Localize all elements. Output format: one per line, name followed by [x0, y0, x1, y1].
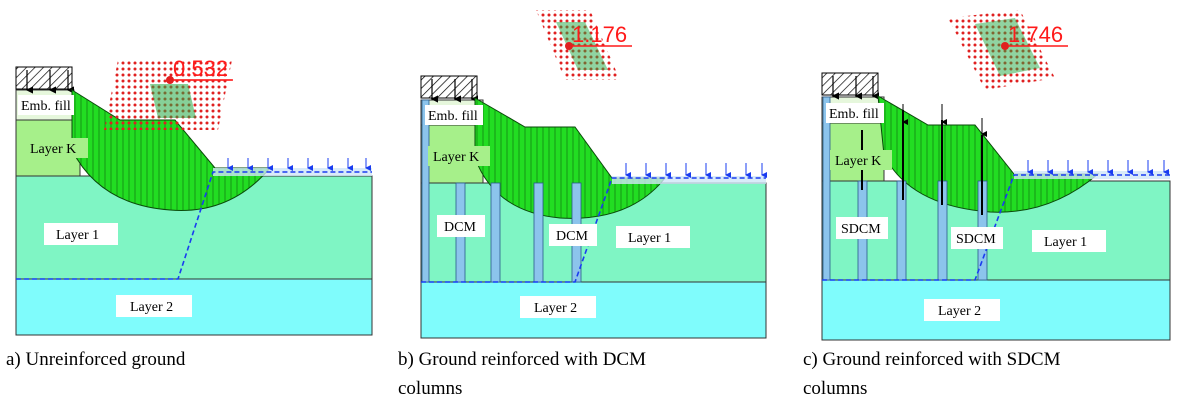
factor-of-safety: 1.176 — [572, 22, 627, 47]
critical-centre — [565, 42, 573, 50]
caption-line-2: columns — [803, 378, 867, 399]
layer-1-label-box — [44, 223, 118, 245]
column-label-1: DCM — [444, 220, 476, 235]
water-table-line — [16, 171, 372, 280]
layer-1-label-box — [616, 226, 690, 248]
layer-2-label: Layer 2 — [534, 301, 577, 316]
emb-fill-label-box — [826, 103, 884, 123]
column-label-1: SDCM — [841, 222, 881, 237]
emb-fill-label: Emb. fill — [428, 109, 478, 124]
surcharge-load — [15, 66, 73, 90]
layer-1-label: Layer 1 — [1044, 235, 1087, 250]
water-arrows — [1027, 160, 1169, 175]
water-arrows — [227, 158, 371, 171]
column-label-box — [836, 217, 888, 239]
layer-2-label: Layer 2 — [938, 304, 981, 319]
caption-line-1: b) Ground reinforced with DCM — [398, 349, 646, 370]
layer-1-label: Layer 1 — [56, 228, 99, 243]
column-label-box — [951, 227, 1003, 249]
water-arrows — [625, 163, 767, 178]
layer-1-label: Layer 1 — [628, 231, 671, 246]
layer-2-label: Layer 2 — [130, 300, 173, 315]
layer-k-label: Layer K — [835, 154, 881, 169]
emb-fill-label: Emb. fill — [829, 107, 879, 122]
layer-2-region — [15, 278, 373, 336]
factor-of-safety: 1.746 — [1008, 22, 1063, 47]
emb-fill-label: Emb. fill — [21, 99, 71, 114]
emb-fill-label-box — [425, 105, 483, 125]
panel-b: Emb. fill Layer K DCM DCM Layer 1 Layer … — [398, 10, 767, 399]
column-label-2: SDCM — [956, 232, 996, 247]
surcharge-load — [821, 72, 879, 96]
panel-a: Emb. fill Layer K Layer 1 Layer 2 0.532 … — [6, 56, 373, 370]
column-label-2: DCM — [556, 229, 588, 244]
layer-k-label: Layer K — [433, 150, 479, 165]
layer-2-label-box — [520, 296, 596, 318]
caption-line-2: columns — [398, 378, 462, 399]
panel-c: Emb. fill Layer K SDCM SDCM Layer 1 Laye… — [803, 10, 1171, 399]
column-label-box — [437, 215, 485, 237]
surcharge-load — [420, 75, 478, 99]
emb-fill-label-box — [18, 95, 74, 115]
critical-centre — [1001, 42, 1009, 50]
layer-2-label-box — [924, 299, 1000, 321]
caption-line-1: c) Ground reinforced with SDCM — [803, 349, 1061, 370]
layer-k-label: Layer K — [30, 142, 76, 157]
caption-line-1: a) Unreinforced ground — [6, 349, 186, 370]
factor-of-safety: 0.532 — [173, 56, 228, 81]
layer-1-label-box — [1032, 230, 1106, 252]
column-label-box — [549, 224, 597, 246]
top-load-arrows — [902, 104, 987, 137]
layer-2-label-box — [116, 295, 192, 317]
